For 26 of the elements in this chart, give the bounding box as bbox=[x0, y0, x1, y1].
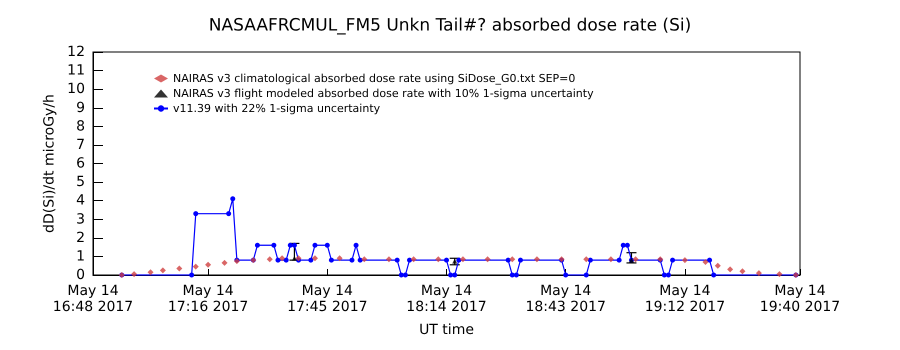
legend-label: NAIRAS v3 flight modeled absorbed dose rate with 10% 1-sigma uncertainty bbox=[173, 87, 594, 100]
y-tick-label: 6 bbox=[76, 156, 86, 172]
legend-label: NAIRAS v3 climatological absorbed dose rate using SiDose_G0.txt SEP=0 bbox=[173, 72, 576, 85]
legend-label: v11.39 with 22% 1-sigma uncertainty bbox=[173, 102, 381, 115]
y-tick-label: 0 bbox=[76, 267, 85, 283]
chart-title: NASAAFRCMUL_FM5 Unkn Tail#? absorbed dose rate (Si) bbox=[208, 16, 692, 36]
y-tick-label: 5 bbox=[76, 174, 85, 190]
x-tick-label: May 14 19:40 2017 bbox=[760, 283, 840, 315]
y-tick-label: 11 bbox=[67, 62, 85, 79]
x-tick-label: May 14 18:14 2017 bbox=[406, 283, 487, 315]
y-tick-label: 4 bbox=[76, 192, 86, 209]
y-tick-label: 1 bbox=[76, 248, 85, 264]
y-tick-label: 9 bbox=[76, 100, 85, 116]
y-axis-title: dD(Si)/dt microGy/h bbox=[41, 94, 58, 233]
x-tick-label: May 14 18:43 2017 bbox=[525, 283, 606, 315]
y-tick-label: 8 bbox=[76, 118, 85, 134]
y-tick-label: 12 bbox=[67, 44, 85, 60]
y-tick-label: 2 bbox=[76, 230, 85, 246]
y-tick-label: 3 bbox=[76, 211, 85, 228]
x-axis-title: UT time bbox=[419, 322, 474, 338]
x-tick-label: May 14 17:45 2017 bbox=[287, 283, 368, 315]
x-tick-label: May 14 17:16 2017 bbox=[168, 283, 248, 315]
x-tick-label: May 14 16:48 2017 bbox=[52, 283, 134, 315]
x-tick-label: May 14 19:12 2017 bbox=[644, 283, 726, 315]
y-tick-label: 10 bbox=[67, 81, 85, 98]
y-tick-label: 7 bbox=[76, 136, 85, 153]
